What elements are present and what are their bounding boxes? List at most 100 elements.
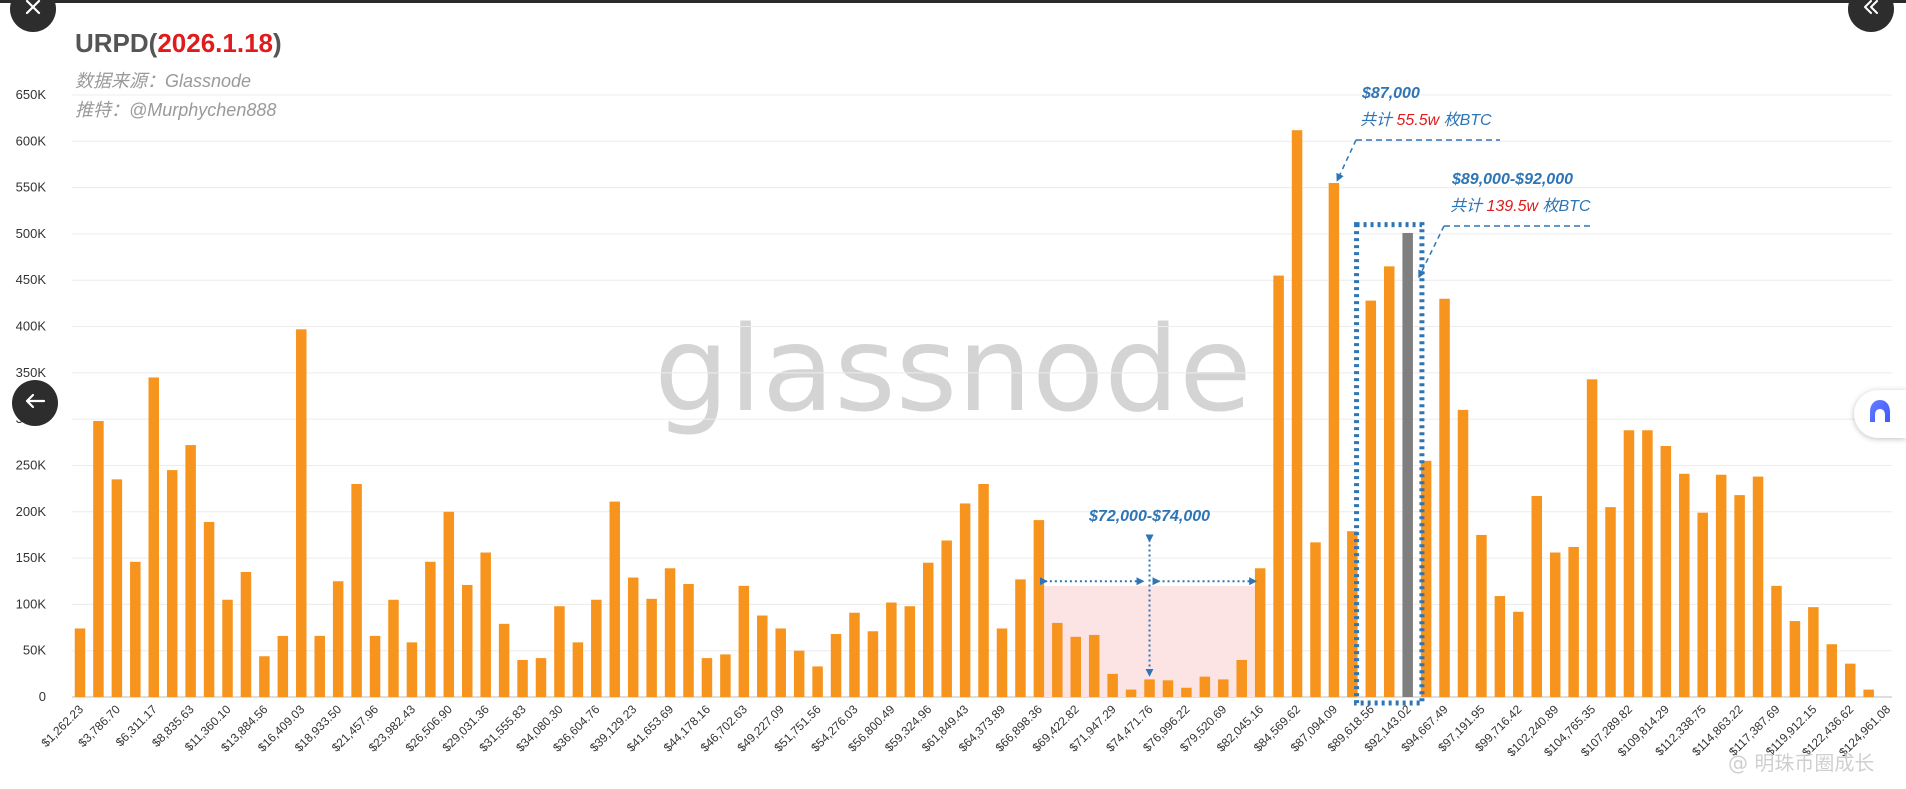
- bar: [480, 552, 491, 697]
- bar: [130, 561, 141, 697]
- bar: [849, 612, 860, 697]
- bar: [535, 658, 547, 697]
- bar: [904, 606, 916, 697]
- top-bar: [0, 0, 1906, 3]
- bar: [1254, 568, 1266, 697]
- bar: [554, 606, 565, 697]
- bar: [572, 642, 584, 697]
- bar: [111, 479, 123, 697]
- bar: [222, 599, 233, 697]
- bar: [1826, 644, 1838, 697]
- bar: [886, 602, 897, 697]
- bar: [1052, 622, 1063, 697]
- y-tick-label: 200K: [16, 504, 47, 519]
- bar: [646, 598, 657, 697]
- annotation-89000-92000: $89,000-$92,000 共计 139.5w 枚BTC: [1418, 171, 1591, 279]
- bar: [1660, 446, 1672, 697]
- bar: [812, 666, 823, 697]
- bar: [1273, 275, 1284, 697]
- bar: [1291, 130, 1303, 697]
- bar: [351, 483, 362, 697]
- annotation-87000-title: $87,000: [1361, 85, 1420, 102]
- y-tick-label: 600K: [16, 133, 47, 148]
- close-icon: [24, 0, 42, 21]
- twitter-text: 推特：@Murphychen888: [75, 100, 276, 120]
- assistant-app-icon: [1865, 397, 1895, 432]
- y-tick-label: 450K: [16, 272, 47, 287]
- bar: [996, 628, 1008, 697]
- bar: [1623, 430, 1635, 697]
- bar: [332, 581, 344, 697]
- double-chevron-left-icon: [1861, 0, 1881, 21]
- bar: [1181, 687, 1192, 697]
- bar: [1568, 546, 1579, 697]
- bar: [1586, 379, 1598, 697]
- bar: [1402, 232, 1413, 697]
- annotation-72000-74000-title: $72,000-$74,000: [1088, 508, 1210, 525]
- bar: [757, 615, 768, 697]
- bar: [1679, 473, 1690, 697]
- bar: [1605, 507, 1616, 697]
- bar: [1162, 680, 1174, 697]
- bar: [1476, 534, 1487, 697]
- chart-title: URPD(2026.1.18): [75, 28, 282, 58]
- bar: [461, 584, 473, 697]
- title-date: 2026.1.18: [157, 28, 273, 58]
- bar: [203, 521, 215, 697]
- bar: [793, 650, 805, 697]
- bar: [148, 377, 160, 697]
- x-axis-ticks: $1,262.23$3,786.70$6,311.17$8,835.63$11,…: [38, 702, 1893, 759]
- bar: [1420, 460, 1432, 697]
- bar: [978, 483, 989, 697]
- bar: [1015, 579, 1026, 697]
- bar: [1439, 298, 1450, 697]
- range-89k-92k-box: [1354, 222, 1425, 706]
- bar: [738, 585, 750, 697]
- bar: [369, 635, 381, 697]
- y-tick-label: 100K: [16, 596, 47, 611]
- bar: [867, 631, 879, 697]
- bar: [609, 501, 621, 697]
- annotation-89000-92000-sub: 共计 139.5w 枚BTC: [1450, 197, 1591, 215]
- bar: [314, 635, 325, 697]
- bar: [1808, 607, 1819, 697]
- bar: [1789, 621, 1801, 697]
- y-tick-label: 0: [39, 689, 46, 704]
- source-text: 数据来源：Glassnode: [75, 71, 251, 91]
- bar: [1383, 266, 1395, 697]
- previous-button[interactable]: [12, 380, 58, 426]
- bar: [166, 470, 178, 697]
- range-arrows: [1039, 534, 1258, 677]
- glassnode-watermark: glassnode: [654, 300, 1251, 438]
- bar: [627, 577, 639, 697]
- bar: [1752, 476, 1764, 697]
- bar: [720, 654, 731, 697]
- y-tick-label: 50K: [23, 643, 46, 658]
- bar: [1125, 689, 1137, 697]
- bar: [1457, 409, 1469, 697]
- bar: [1642, 430, 1653, 697]
- bar: [664, 568, 676, 697]
- bar: [498, 623, 510, 697]
- bar: [1863, 689, 1874, 697]
- bar: [1236, 659, 1247, 697]
- bar: [93, 421, 104, 697]
- author-credit: @ 明珠币圈成长: [1728, 751, 1874, 775]
- bar: [1033, 520, 1045, 697]
- bar: [1347, 531, 1358, 697]
- bar: [922, 562, 934, 697]
- y-tick-label: 150K: [16, 550, 47, 565]
- bar: [1310, 542, 1321, 697]
- bar: [74, 628, 86, 697]
- bar: [1070, 636, 1082, 697]
- bar: [443, 511, 455, 697]
- bar: [1771, 585, 1782, 697]
- bar: [1144, 679, 1155, 697]
- bar: [1365, 300, 1377, 697]
- y-tick-label: 250K: [16, 457, 47, 472]
- y-tick-label: 400K: [16, 319, 47, 334]
- assistant-button[interactable]: [1854, 390, 1906, 438]
- bar: [959, 503, 971, 697]
- bar: [1494, 596, 1506, 697]
